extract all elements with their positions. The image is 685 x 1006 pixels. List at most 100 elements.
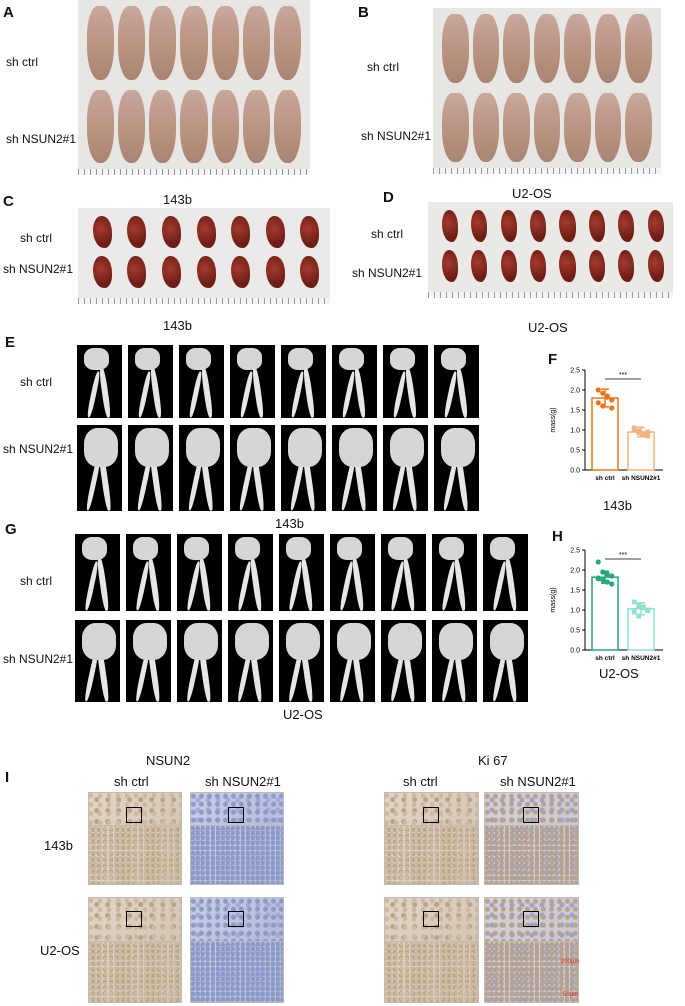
ct-image — [177, 534, 222, 611]
tumor — [127, 216, 147, 248]
zoom-box — [126, 911, 142, 927]
zoom-box — [228, 807, 244, 823]
panel-label-e: E — [5, 334, 16, 351]
data-point — [595, 400, 601, 406]
mouse — [180, 6, 208, 80]
row-label-kd-d: sh NSUN2#1 — [352, 266, 423, 280]
y-tick-label: 1.0 — [570, 608, 580, 615]
mouse — [472, 93, 500, 162]
ct-image — [230, 345, 275, 418]
row-label-ctrl-a: sh ctrl — [6, 55, 39, 69]
tumor — [231, 256, 251, 288]
data-point — [645, 608, 651, 614]
ct-image — [434, 345, 479, 418]
ihc-overview — [484, 897, 579, 943]
ct-image — [77, 345, 122, 418]
tumor — [162, 256, 182, 288]
row-label-kd-a: sh NSUN2#1 — [6, 132, 77, 146]
mouse — [564, 93, 591, 162]
chart-title-f: 143b — [603, 498, 632, 513]
caption-d-bottom: U2-OS — [528, 320, 568, 335]
ihc-zoom — [384, 941, 479, 1003]
mouse — [273, 89, 301, 163]
caption-g: U2-OS — [283, 707, 323, 722]
significance-label: *** — [619, 552, 627, 559]
mouse — [564, 14, 591, 83]
ct-image — [483, 534, 528, 611]
ct-image — [332, 425, 377, 511]
scalebar-50: 50μm — [563, 992, 579, 998]
caption-c-bottom: 143b — [163, 318, 192, 333]
mouse — [503, 93, 530, 162]
ct-image — [230, 425, 275, 511]
panel-label-i: I — [5, 769, 10, 786]
panel-label-h: H — [552, 528, 563, 545]
tumor — [647, 210, 664, 242]
data-point — [600, 390, 606, 396]
row-label-kd-g: sh NSUN2#1 — [3, 652, 74, 666]
data-point — [595, 387, 601, 393]
data-point — [631, 599, 637, 605]
ihc-overview — [384, 897, 479, 943]
mouse — [503, 14, 530, 83]
ihc-overview — [190, 897, 284, 943]
ct-image — [128, 425, 173, 511]
row-label-ctrl-c: sh ctrl — [20, 231, 53, 245]
zoom-box — [522, 807, 539, 823]
tumor — [559, 210, 576, 242]
chart-title-h: U2-OS — [599, 666, 639, 681]
mouse — [442, 14, 469, 83]
tumor — [618, 250, 635, 282]
tumor — [92, 256, 112, 288]
ihc-zoom — [88, 825, 182, 885]
ct-image — [281, 425, 326, 511]
mouse — [442, 93, 469, 162]
mouse — [242, 89, 270, 163]
tumor — [559, 250, 576, 282]
ihc-col-kd-1: sh NSUN2#1 — [205, 774, 281, 789]
data-point — [645, 429, 651, 435]
mouse — [180, 89, 208, 163]
ihc-col-ctrl-1: sh ctrl — [114, 774, 149, 789]
data-point — [609, 397, 615, 403]
tumor — [500, 250, 517, 282]
ct-image — [179, 425, 224, 511]
data-point — [600, 403, 606, 409]
tumor — [530, 210, 547, 242]
ct-image — [179, 345, 224, 418]
mouse — [273, 6, 301, 80]
ihc-zoom — [190, 825, 284, 885]
row-label-kd-e: sh NSUN2#1 — [3, 442, 74, 456]
y-tick-label: 2.5 — [570, 368, 580, 375]
y-tick-label: 2.5 — [570, 548, 580, 555]
mouse — [211, 6, 239, 80]
data-point — [640, 432, 646, 438]
ct-image — [228, 534, 273, 611]
ct-image — [432, 620, 477, 702]
tumor-photo-u2os — [428, 202, 673, 298]
zoom-box — [422, 911, 439, 927]
data-point — [609, 581, 615, 587]
ihc-zoom — [484, 941, 579, 1003]
zoom-box — [522, 911, 539, 927]
x-tick-label: sh NSUN2#1 — [622, 475, 661, 482]
zoom-box — [422, 807, 439, 823]
ct-image — [383, 425, 428, 511]
ct-image — [332, 345, 377, 418]
ihc-row-143b: 143b — [44, 838, 73, 853]
caption-c-top: 143b — [163, 192, 192, 207]
tumor — [618, 210, 635, 242]
caption-d-top: U2-OS — [512, 186, 552, 201]
mouse — [242, 6, 270, 80]
ct-image — [381, 620, 426, 702]
ct-image — [432, 534, 477, 611]
mouse — [625, 93, 652, 162]
data-point — [595, 576, 601, 582]
data-point — [636, 603, 642, 609]
data-point — [600, 577, 606, 583]
ct-image — [434, 425, 479, 511]
ct-image — [383, 345, 428, 418]
ct-image — [330, 620, 375, 702]
ct-image — [75, 620, 120, 702]
ct-image — [77, 425, 122, 511]
